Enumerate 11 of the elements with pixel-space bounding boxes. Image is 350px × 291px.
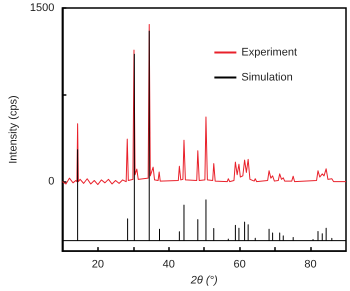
x-tick-label: 40 bbox=[162, 258, 175, 271]
x-tick-label: 20 bbox=[92, 258, 104, 271]
x-tick-label: 60 bbox=[234, 258, 246, 271]
y-tick-label: 1500 bbox=[30, 2, 54, 14]
y-axis-title: Intensity (cps) bbox=[8, 95, 20, 164]
legend-label: Experiment bbox=[241, 46, 298, 58]
line-series bbox=[62, 24, 346, 186]
x-axis-title: 2θ (°) bbox=[190, 274, 218, 286]
legend-label: Simulation bbox=[241, 72, 293, 84]
y-tick-label: 0 bbox=[48, 176, 54, 188]
x-tick-label: 80 bbox=[304, 258, 317, 271]
